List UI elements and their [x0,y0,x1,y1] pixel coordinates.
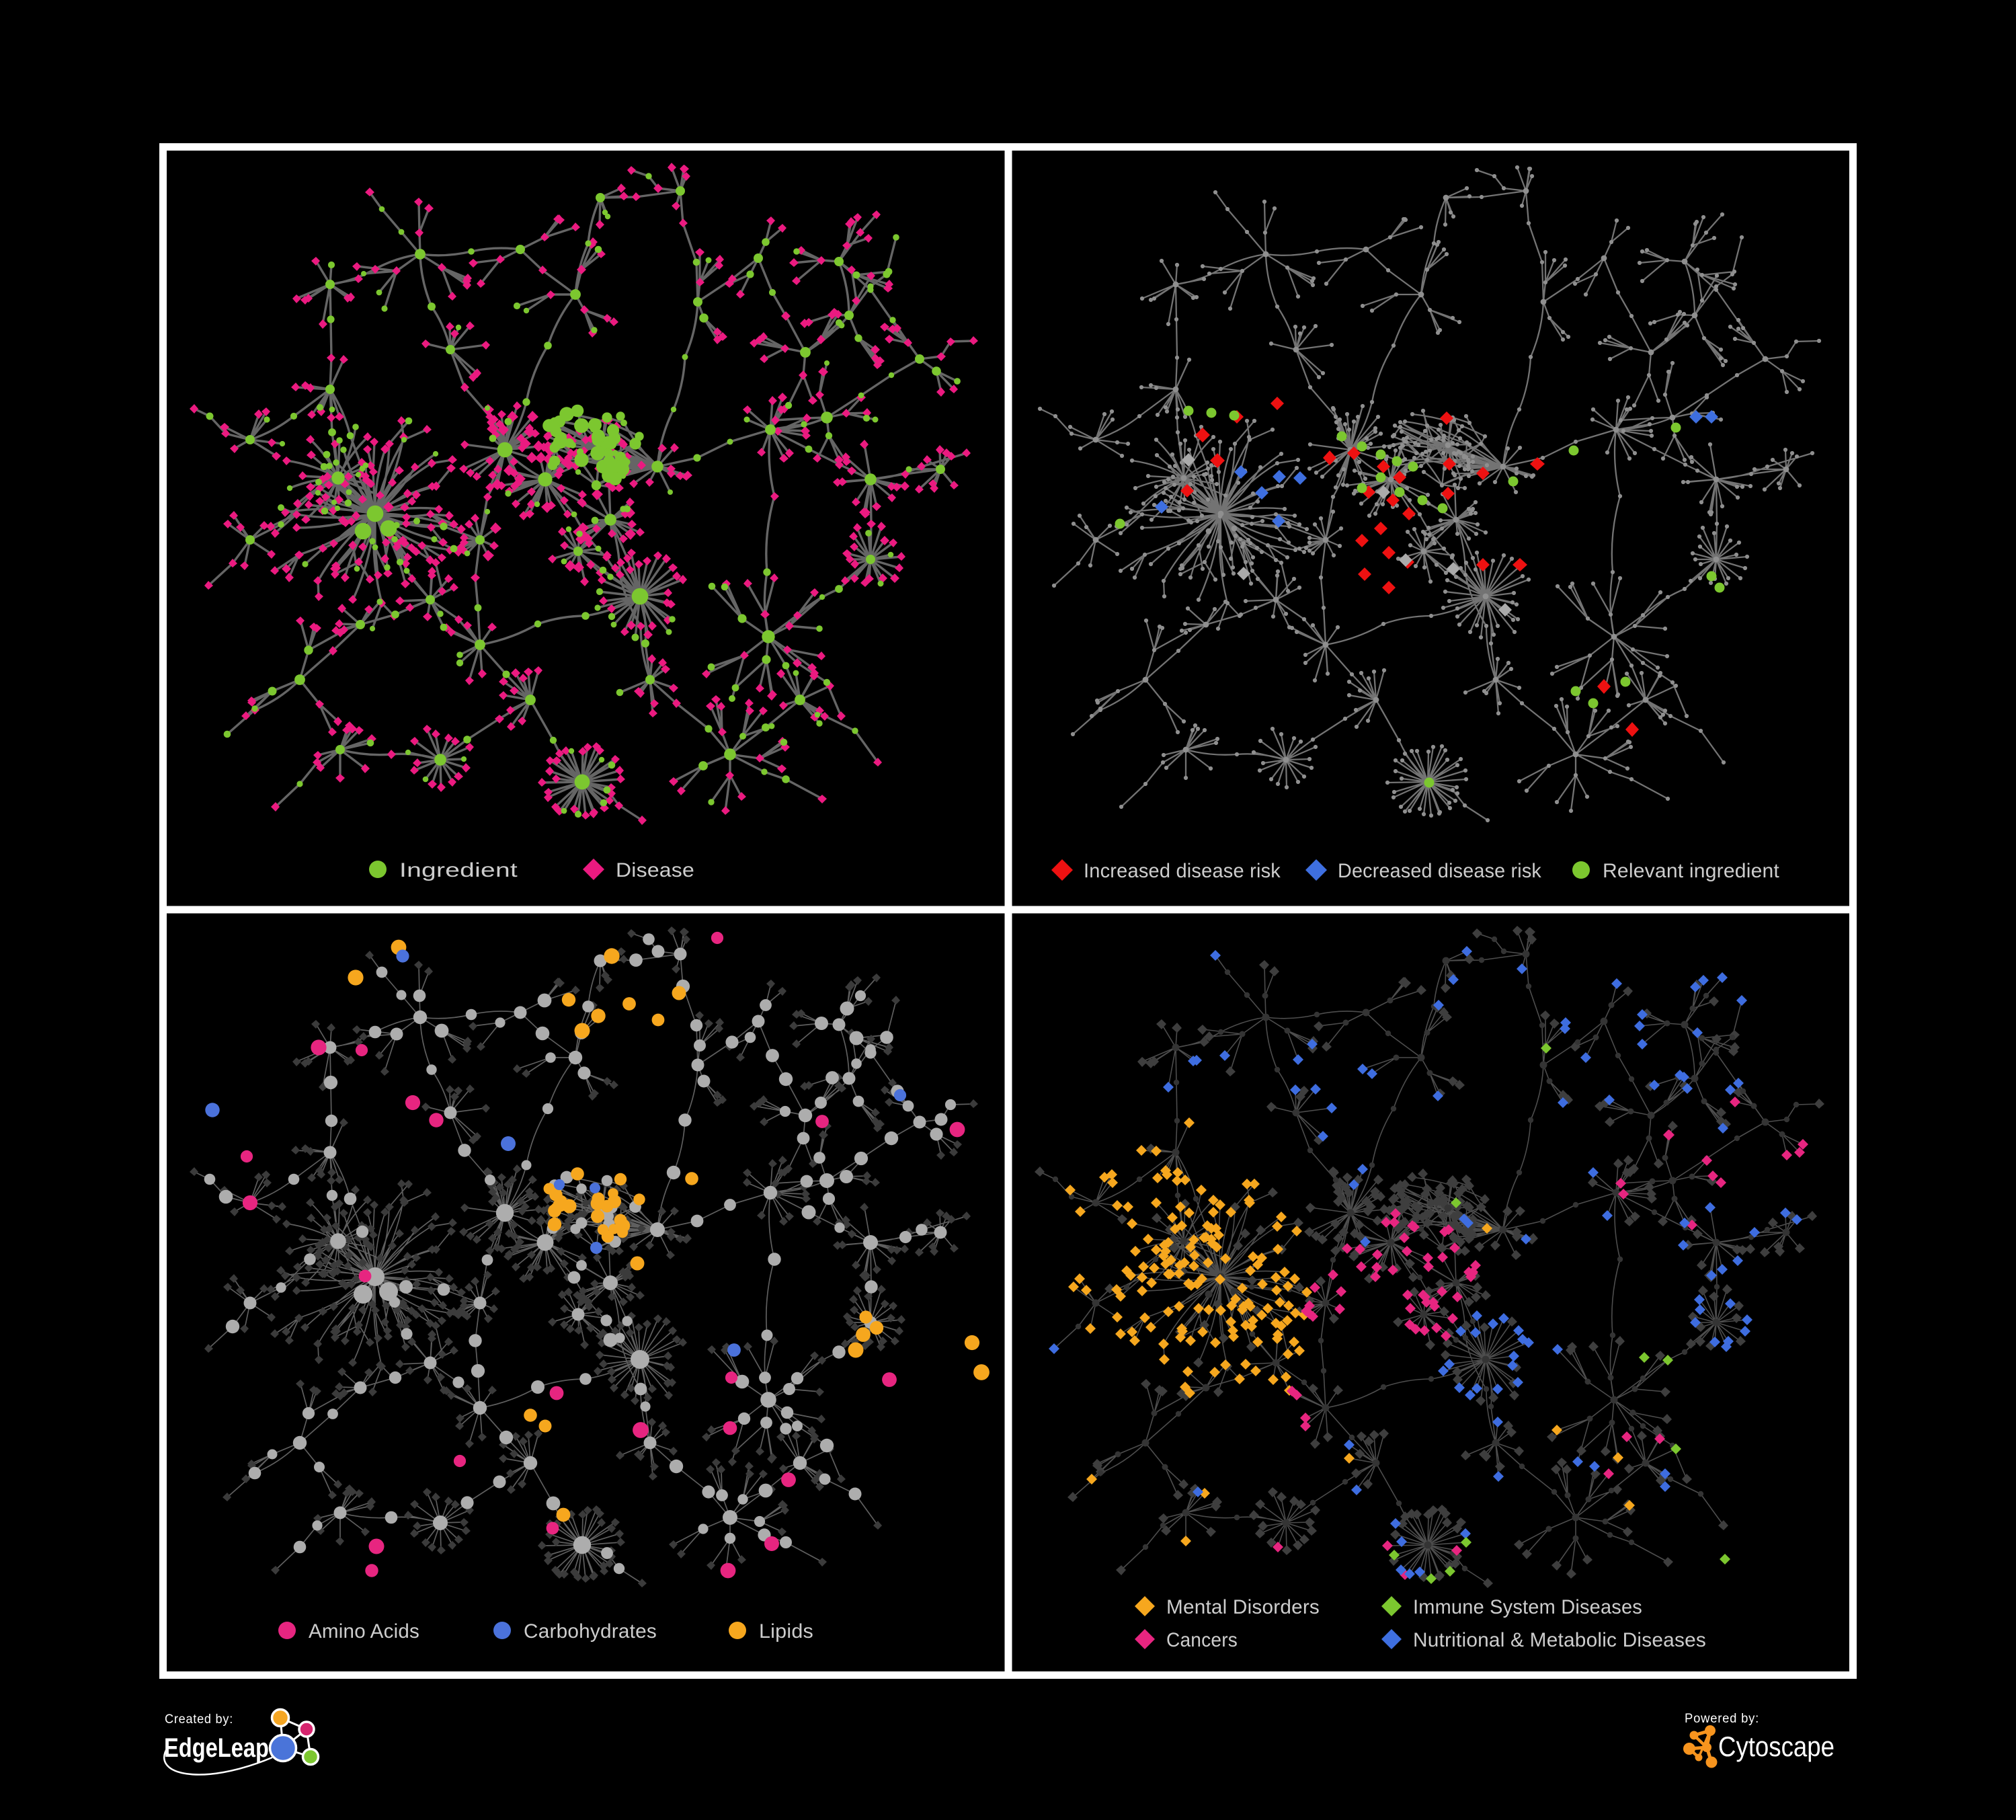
svg-text:Amino Acids: Amino Acids [309,1620,419,1643]
svg-text:Decreased disease risk: Decreased disease risk [1338,860,1541,882]
svg-text:Mental Disorders: Mental Disorders [1166,1596,1320,1618]
svg-text:Immune System Diseases: Immune System Diseases [1413,1596,1642,1618]
svg-text:Nutritional & Metabolic Diseas: Nutritional & Metabolic Diseases [1413,1629,1706,1651]
svg-text:Cytoscape: Cytoscape [1718,1731,1834,1762]
svg-text:EdgeLeap: EdgeLeap [164,1733,269,1763]
svg-text:Increased disease risk: Increased disease risk [1084,860,1281,882]
svg-text:Ingredient: Ingredient [399,859,518,881]
svg-text:Cancers: Cancers [1166,1629,1238,1651]
svg-text:Carbohydrates: Carbohydrates [524,1620,657,1643]
svg-text:Lipids: Lipids [759,1620,813,1643]
svg-text:Created by:: Created by: [165,1712,233,1727]
svg-text:Relevant ingredient: Relevant ingredient [1603,860,1779,882]
svg-text:Powered by:: Powered by: [1685,1711,1759,1726]
svg-text:Disease: Disease [616,859,694,881]
